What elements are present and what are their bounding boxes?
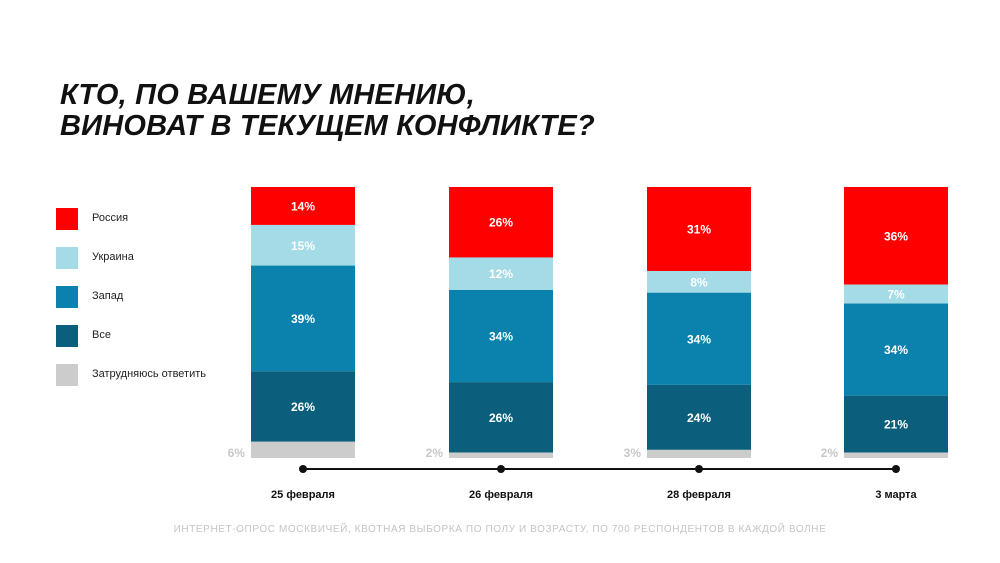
legend-label-west: Запад bbox=[92, 290, 124, 302]
bar-segment-russia bbox=[251, 187, 355, 225]
timeline-dot bbox=[299, 465, 307, 473]
data-label-undecided: 2% bbox=[821, 446, 839, 460]
x-tick-label: 25 февраля bbox=[271, 489, 335, 501]
x-tick-label: 28 февраля bbox=[667, 489, 731, 501]
bar-segment-russia bbox=[844, 187, 948, 285]
bar-segment-west bbox=[647, 292, 751, 385]
legend-swatch-west bbox=[56, 286, 78, 308]
bar-segment-undecided bbox=[844, 452, 948, 458]
footnote: ИНТЕРНЕТ-ОПРОС МОСКВИЧЕЙ, КВОТНАЯ ВЫБОРК… bbox=[173, 524, 827, 535]
legend-swatch-ukraine bbox=[56, 247, 78, 269]
bar-segment-ukraine bbox=[251, 224, 355, 266]
data-label-undecided: 3% bbox=[624, 446, 642, 460]
data-label-all: 26% bbox=[291, 400, 315, 414]
timeline-dot bbox=[892, 465, 900, 473]
data-label-all: 24% bbox=[687, 411, 711, 425]
bar-segment-all bbox=[647, 384, 751, 450]
chart-title-line-1: КТО, ПО ВАШЕМУ МНЕНИЮ, bbox=[60, 79, 475, 111]
legend-label-undecided: Затрудняюсь ответить bbox=[92, 368, 207, 380]
data-label-all: 26% bbox=[489, 411, 513, 425]
data-label-ukraine: 7% bbox=[887, 288, 905, 302]
data-label-russia: 36% bbox=[884, 229, 908, 243]
bar-segment-undecided bbox=[449, 452, 553, 458]
bar-segment-undecided bbox=[251, 441, 355, 458]
data-label-west: 34% bbox=[884, 343, 908, 357]
data-label-ukraine: 8% bbox=[690, 275, 708, 289]
bar-segment-all bbox=[449, 382, 553, 453]
bar-segment-ukraine bbox=[647, 271, 751, 293]
bar-segment-west bbox=[251, 265, 355, 372]
timeline-dot bbox=[497, 465, 505, 473]
legend-item-russia: Россия bbox=[56, 208, 206, 247]
data-label-russia: 26% bbox=[489, 216, 513, 230]
bar-segment-west bbox=[449, 289, 553, 383]
bar-segment-all bbox=[251, 371, 355, 442]
legend-swatch-all bbox=[56, 325, 78, 347]
data-label-undecided: 2% bbox=[426, 446, 444, 460]
chart-title-line-2: ВИНОВАТ В ТЕКУЩЕМ КОНФЛИКТЕ? bbox=[60, 110, 595, 142]
legend-label-russia: Россия bbox=[92, 212, 129, 224]
legend-label-all: Все bbox=[92, 329, 111, 341]
data-label-undecided: 6% bbox=[228, 446, 246, 460]
legend-item-west: Запад bbox=[56, 286, 206, 325]
data-label-west: 34% bbox=[489, 330, 513, 344]
bar-segment-russia bbox=[449, 187, 553, 258]
data-label-russia: 14% bbox=[291, 199, 315, 213]
data-label-west: 34% bbox=[687, 332, 711, 346]
x-tick-label: 26 февраля bbox=[469, 489, 533, 501]
data-label-russia: 31% bbox=[687, 223, 711, 237]
legend: Россия Украина Запад Все Затрудняюсь отв… bbox=[56, 208, 206, 403]
x-tick-label: 3 марта bbox=[875, 489, 917, 501]
bar-segment-all bbox=[844, 395, 948, 453]
legend-swatch-russia bbox=[56, 208, 78, 230]
legend-item-undecided: Затрудняюсь ответить bbox=[56, 364, 206, 403]
bar-segment-ukraine bbox=[844, 284, 948, 304]
legend-swatch-undecided bbox=[56, 364, 78, 386]
timeline-dot bbox=[695, 465, 703, 473]
data-label-ukraine: 15% bbox=[291, 239, 315, 253]
data-label-west: 39% bbox=[291, 312, 315, 326]
chart-title: КТО, ПО ВАШЕМУ МНЕНИЮ, ВИНОВАТ В ТЕКУЩЕМ… bbox=[60, 80, 595, 142]
bar-segment-ukraine bbox=[449, 257, 553, 290]
legend-label-ukraine: Украина bbox=[92, 251, 134, 263]
data-label-ukraine: 12% bbox=[489, 267, 513, 281]
bar-segment-undecided bbox=[647, 449, 751, 458]
legend-item-ukraine: Украина bbox=[56, 247, 206, 286]
data-label-all: 21% bbox=[884, 418, 908, 432]
legend-item-all: Все bbox=[56, 325, 206, 364]
bar-segment-west bbox=[844, 303, 948, 396]
bar-segment-russia bbox=[647, 187, 751, 272]
